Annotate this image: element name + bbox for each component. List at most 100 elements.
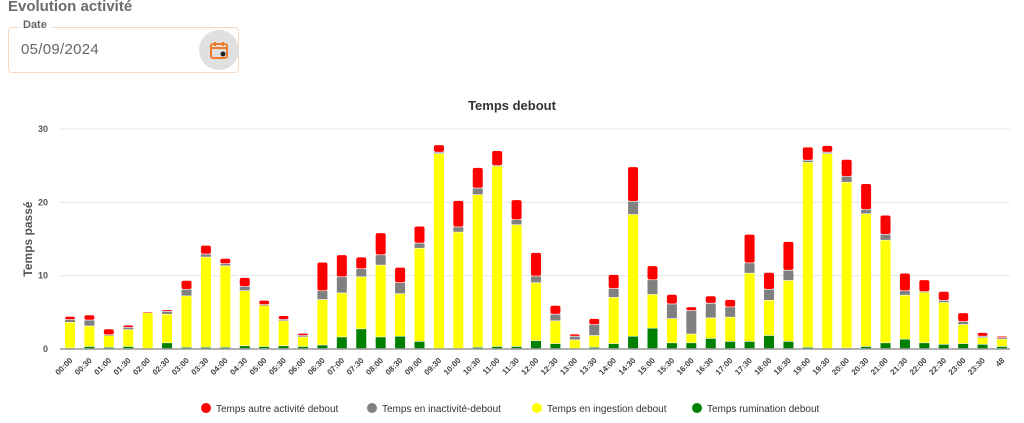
bar-segment	[725, 299, 736, 307]
bar-segment	[686, 307, 697, 311]
bar-segment	[278, 316, 289, 320]
bar-segment	[608, 297, 619, 344]
y-tick-label: 10	[38, 271, 48, 281]
bar-segment	[666, 304, 677, 319]
x-tick-label: 19:30	[811, 356, 832, 377]
bar-segment	[123, 346, 134, 349]
bar-segment	[395, 283, 406, 294]
date-field[interactable]: Date 05/09/2024	[8, 19, 239, 73]
x-tick-label: 21:00	[869, 356, 890, 377]
bar-segment	[259, 305, 270, 306]
bar-segment	[783, 341, 794, 349]
bar-segment	[433, 145, 444, 152]
bar-segment	[414, 248, 425, 342]
bar-segment	[977, 344, 988, 349]
bar-segment	[239, 346, 250, 349]
x-tick-label: 02:30	[151, 356, 172, 377]
x-tick-label: 12:30	[539, 356, 560, 377]
x-tick-label: 13:00	[558, 356, 579, 377]
bar-segment	[938, 300, 949, 303]
bar-segment	[220, 258, 231, 264]
bar-segment	[200, 347, 211, 349]
bar-segment	[142, 313, 153, 349]
bar-segment	[239, 277, 250, 287]
y-tick-label: 30	[38, 124, 48, 134]
bar-segment	[783, 270, 794, 281]
bar-segment	[336, 337, 347, 349]
bar-segment	[958, 343, 969, 349]
bar-segment	[317, 262, 328, 291]
bar-segment	[123, 325, 134, 328]
bar-segment	[977, 336, 988, 338]
bar-segment	[239, 291, 250, 346]
bar-segment	[103, 335, 114, 347]
x-tick-label: 06:30	[306, 356, 327, 377]
bar-segment	[705, 303, 716, 318]
calendar-icon	[210, 42, 228, 59]
bar-segment	[259, 346, 270, 349]
bar-segment	[958, 313, 969, 322]
bar-segment	[783, 241, 794, 270]
x-tick-label: 02:00	[131, 356, 152, 377]
bar-segment	[744, 341, 755, 349]
bar-segment	[181, 347, 192, 349]
bar-segment	[802, 147, 813, 160]
bar-segment	[802, 347, 813, 349]
bar-segment	[550, 305, 561, 314]
bar-segment	[997, 339, 1007, 347]
bar-segment	[84, 346, 95, 349]
calendar-button[interactable]	[199, 30, 239, 70]
bar-segment	[705, 296, 716, 303]
bar-segment	[84, 320, 95, 326]
bar-segment	[298, 337, 308, 347]
x-tick-label: 17:00	[714, 356, 735, 377]
bar-segment	[278, 346, 289, 349]
bar-segment	[181, 289, 192, 296]
bar-segment	[589, 318, 600, 325]
bar-segment	[880, 234, 891, 240]
bar-segment	[472, 195, 483, 347]
legend-label: Temps en ingestion debout	[547, 404, 667, 415]
bar-segment	[453, 200, 464, 227]
bar-segment	[84, 315, 95, 320]
bar-segment	[880, 343, 891, 349]
bar-segment	[647, 328, 658, 349]
bar-segment	[899, 291, 910, 295]
bar-segment	[705, 338, 716, 349]
x-tick-label: 23:00	[947, 356, 968, 377]
x-tick-label: 07:00	[325, 356, 346, 377]
page-title: Evolution activité	[8, 0, 133, 15]
bar-segment	[259, 300, 270, 305]
bar-segment	[569, 334, 580, 336]
bar-segment	[861, 346, 872, 349]
bar-segment	[783, 280, 794, 342]
bar-segment	[414, 226, 425, 243]
bar-segment	[550, 314, 561, 321]
x-tick-label: 09:30	[422, 356, 443, 377]
bar-segment	[550, 343, 561, 349]
bar-segment	[433, 152, 444, 154]
bar-segment	[65, 319, 75, 322]
bar-segment	[802, 162, 813, 347]
bar-segment	[919, 291, 930, 293]
bar-segment	[239, 286, 250, 291]
bar-segment	[142, 312, 153, 313]
x-tick-label: 11:00	[481, 356, 502, 377]
x-tick-label: 05:30	[267, 356, 288, 377]
bar-segment	[336, 277, 347, 293]
x-tick-label: 20:30	[850, 356, 871, 377]
bar-segment	[356, 257, 367, 269]
bar-segment	[725, 307, 736, 317]
date-label: Date	[19, 19, 51, 31]
bar-segment	[103, 347, 114, 349]
bar-segment	[492, 165, 503, 167]
x-tick-label: 20:00	[830, 356, 851, 377]
bar-segment	[472, 167, 483, 188]
bar-segment	[880, 215, 891, 234]
bar-segment	[181, 280, 192, 289]
date-value[interactable]: 05/09/2024	[21, 41, 100, 58]
bar-segment	[181, 296, 192, 347]
bar-segment	[977, 338, 988, 344]
bar-segment	[123, 329, 134, 347]
bar-segment	[356, 269, 367, 277]
